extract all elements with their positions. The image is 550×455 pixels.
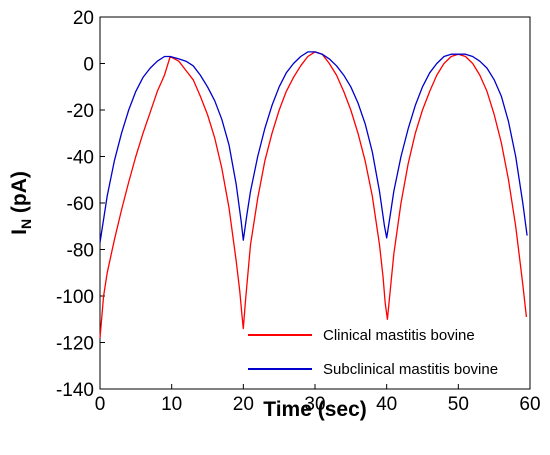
series-line-subclinical bbox=[99, 51, 528, 243]
x-tick-label: 30 bbox=[304, 394, 325, 415]
y-tick-label: -120 bbox=[56, 334, 94, 355]
y-axis-label: IN (pA) bbox=[8, 171, 34, 235]
y-tick-label: -60 bbox=[67, 194, 94, 215]
x-axis-label: Time (sec) bbox=[263, 398, 367, 421]
y-tick-label: -20 bbox=[67, 101, 94, 122]
series-layer bbox=[99, 51, 528, 338]
y-tick-label: 0 bbox=[83, 55, 94, 76]
series-line-clinical bbox=[99, 51, 528, 338]
y-axis-label-subscript: N bbox=[18, 219, 34, 229]
y-axis-label-unit: (pA) bbox=[8, 171, 31, 219]
legend: Clinical mastitis bovine Subclinical mas… bbox=[248, 327, 498, 378]
y-tick-label: -100 bbox=[56, 287, 94, 308]
y-tick-label: -40 bbox=[67, 148, 94, 169]
y-tick-label: -140 bbox=[56, 380, 94, 401]
x-tick-label: 40 bbox=[376, 394, 397, 415]
x-tick-label: 10 bbox=[161, 394, 182, 415]
y-axis-label-main: I bbox=[8, 229, 31, 235]
x-tick-label: 0 bbox=[95, 394, 106, 415]
legend-label-clinical: Clinical mastitis bovine bbox=[323, 327, 475, 344]
x-tick-label: 50 bbox=[448, 394, 469, 415]
x-tick-label: 20 bbox=[233, 394, 254, 415]
y-tick-label: -80 bbox=[67, 241, 94, 262]
x-tick-label: 60 bbox=[519, 394, 540, 415]
y-tick-label: 20 bbox=[73, 8, 94, 29]
legend-label-subclinical: Subclinical mastitis bovine bbox=[323, 361, 498, 378]
y-axis-ticks: 20 0 -20 -40 -60 -80 -100 -120 -140 bbox=[56, 8, 105, 401]
x-axis-ticks: 0 10 20 30 40 50 60 bbox=[95, 384, 541, 415]
